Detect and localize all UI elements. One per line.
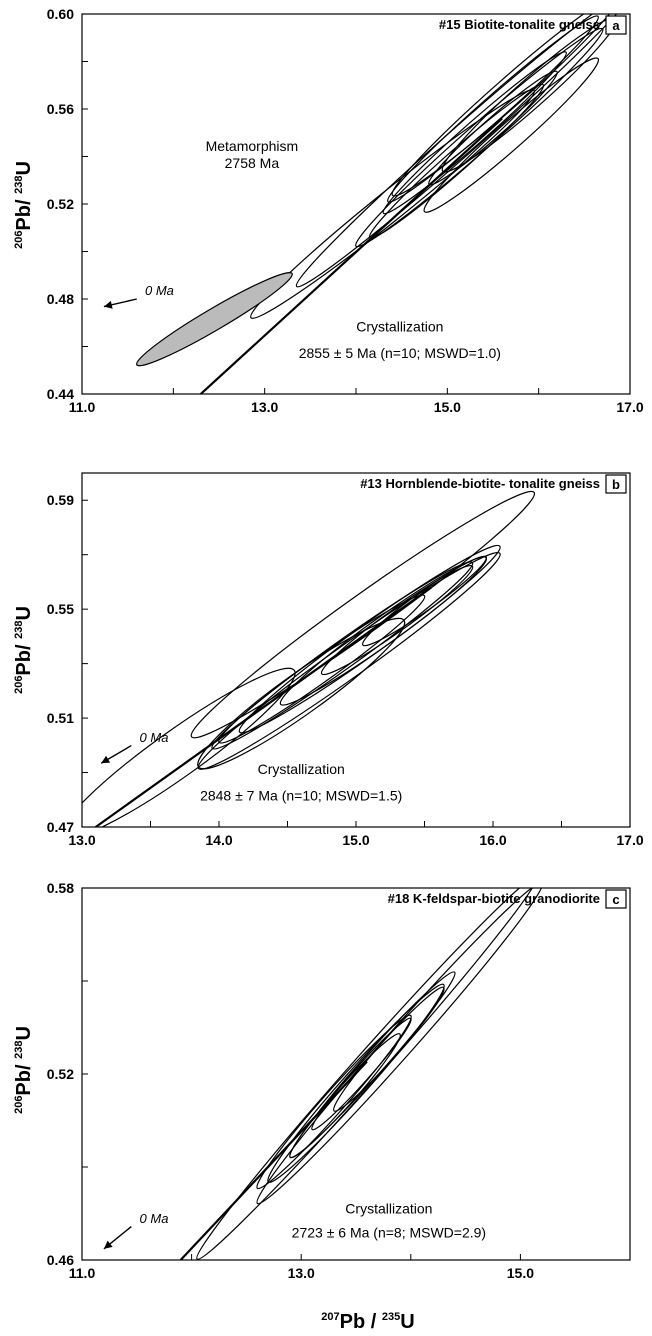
error-ellipse (320, 564, 474, 676)
y-tick-label: 0.52 (47, 196, 74, 212)
y-tick-label: 0.56 (47, 101, 74, 117)
error-ellipse (423, 57, 600, 213)
y-tick-label: 0.58 (47, 880, 74, 896)
panel-letter: b (612, 477, 620, 492)
discordia-line (199, 117, 503, 394)
x-tick-label: 14.0 (205, 832, 232, 848)
x-tick-label: 15.0 (507, 1265, 534, 1281)
x-tick-label: 11.0 (69, 1265, 96, 1281)
y-axis-title-a: 206Pb/ 238U (13, 161, 35, 249)
y-tick-label: 0.47 (47, 819, 74, 835)
annotation: Crystallization (345, 1201, 432, 1217)
plot-area (82, 490, 536, 827)
y-axis-title-c: 206Pb/ 238U (13, 1026, 35, 1114)
x-tick-label: 11.0 (69, 399, 96, 415)
panel-title: #15 Biotite-tonalite gneiss (439, 17, 600, 32)
error-ellipse (256, 1014, 412, 1190)
x-tick-label: 13.0 (251, 399, 278, 415)
x-tick-label: 15.0 (434, 399, 461, 415)
plot-area (136, 14, 630, 394)
panel-letter-box (605, 889, 627, 909)
error-ellipse (311, 1017, 412, 1131)
y-tick-label: 0.55 (47, 601, 74, 617)
x-tick-label: 17.0 (616, 399, 643, 415)
annotation: 2723 ± 6 Ma (n=8; MSWD=2.9) (292, 1225, 486, 1241)
annotation: 2855 ± 5 Ma (n=10; MSWD=1.0) (299, 345, 501, 361)
error-ellipse (279, 556, 488, 706)
annotation: 2848 ± 7 Ma (n=10; MSWD=1.5) (200, 787, 402, 803)
zero-age-arrowhead (103, 1240, 113, 1249)
panel-title: #13 Hornblende-biotite- tonalite gneiss (360, 476, 600, 491)
annotation: Crystallization (356, 318, 443, 334)
annotation: 2758 Ma (225, 155, 280, 171)
y-tick-label: 0.44 (47, 386, 74, 402)
zero-age-label: 0 Ma (140, 730, 169, 745)
annotation: Crystallization (258, 761, 345, 777)
x-axis-title: 207Pb / 235U (321, 1311, 414, 1333)
x-tick-label: 13.0 (288, 1265, 315, 1281)
panel-letter-box (605, 15, 627, 35)
annotation: Metamorphism (206, 138, 299, 154)
x-tick-label: 15.0 (342, 832, 369, 848)
error-ellipse (362, 555, 487, 647)
error-ellipse (289, 971, 456, 1159)
y-tick-label: 0.60 (47, 6, 74, 22)
plot-area (179, 888, 544, 1260)
zero-age-arrowhead (103, 300, 113, 309)
panel-letter: a (612, 18, 620, 33)
error-ellipse (197, 617, 406, 770)
error-ellipse (267, 983, 445, 1183)
error-ellipse (382, 51, 567, 215)
plot-frame (81, 472, 631, 828)
error-ellipse (387, 15, 599, 203)
zero-age-arrowhead (101, 755, 111, 764)
panel-letter: c (612, 892, 619, 907)
panel-c: 11.013.015.00.460.520.582600 Ma2640 Ma26… (47, 880, 631, 1281)
error-ellipse (391, 14, 622, 197)
y-tick-label: 0.48 (47, 291, 74, 307)
panel-letter-box (605, 474, 627, 494)
y-tick-label: 0.46 (47, 1252, 74, 1268)
panel-title: #18 K-feldspar-biotite granodiorite (388, 891, 600, 906)
error-ellipse (197, 551, 501, 770)
y-tick-label: 0.52 (47, 1066, 74, 1082)
zero-age-label: 0 Ma (140, 1211, 169, 1226)
panel-a: 11.013.015.017.00.440.480.520.560.602600… (47, 6, 644, 415)
error-ellipse (190, 490, 536, 739)
y-axis-title-b: 206Pb/ 238U (13, 606, 35, 694)
panel-b: 13.014.015.016.017.00.470.510.550.592720… (47, 472, 644, 848)
zero-age-label: 0 Ma (145, 283, 174, 298)
x-tick-label: 16.0 (479, 832, 506, 848)
plot-frame (81, 13, 631, 395)
error-ellipse (82, 667, 296, 827)
x-tick-label: 17.0 (616, 832, 643, 848)
error-ellipse (428, 70, 558, 186)
y-tick-label: 0.59 (47, 492, 74, 508)
x-tick-label: 13.0 (68, 832, 95, 848)
y-tick-label: 0.51 (47, 710, 74, 726)
error-ellipse (250, 89, 536, 319)
error-ellipse (333, 986, 445, 1112)
metamorphic-ellipse (136, 272, 293, 367)
error-ellipse (289, 1033, 401, 1159)
